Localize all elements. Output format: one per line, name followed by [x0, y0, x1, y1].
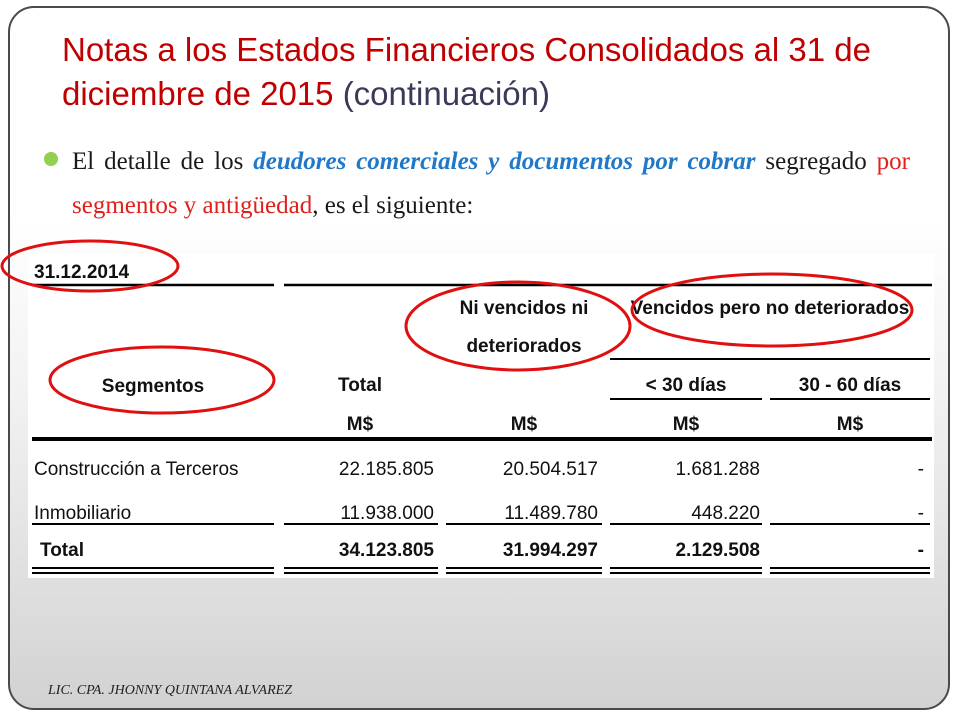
row1-ni-vencidos: 20.504.517 — [503, 459, 598, 480]
row1-lt30: 1.681.288 — [675, 459, 760, 480]
unit-lt30: M$ — [673, 414, 700, 435]
financial-table-image: 31.12.2014 Ni vencidos ni deteriorados V… — [28, 254, 934, 578]
unit-total: M$ — [347, 414, 374, 435]
title-suffix: (continuación) — [342, 75, 550, 112]
bullet-highlight-segmentos: por segmentos y antigüedad — [72, 148, 910, 219]
row1-segment: Construcción a Terceros — [34, 459, 239, 480]
header-lt30: < 30 días — [646, 375, 727, 396]
header-ni-vencidos-line1: Ni vencidos ni — [460, 298, 589, 319]
header-vencidos: Vencidos pero no deteriorados — [631, 298, 910, 319]
footer-author: LIC. CPA. JHONNY QUINTANA ALVAREZ — [48, 683, 292, 698]
bullet-text-part3: segregado — [755, 148, 877, 175]
header-ni-vencidos-line2: deteriorados — [466, 336, 581, 357]
row1-30-60: - — [918, 459, 924, 480]
bullet-text-part5: , es el siguiente: — [312, 192, 474, 219]
bullet-highlight-deudores: deudores comerciales y documentos por co… — [253, 148, 756, 175]
table-date: 31.12.2014 — [34, 262, 130, 283]
slide-title: Notas a los Estados Financieros Consolid… — [62, 31, 871, 112]
row1-total: 22.185.805 — [339, 459, 434, 480]
bullet-text: El detalle de los deudores comerciales y… — [72, 140, 910, 228]
bullet-icon — [44, 152, 58, 166]
row2-lt30: 448.220 — [691, 503, 760, 524]
unit-ni-vencidos: M$ — [511, 414, 538, 435]
row2-30-60: - — [918, 503, 924, 524]
row2-segment: Inmobiliario — [34, 503, 131, 524]
total-row-ni-vencidos: 31.994.297 — [503, 540, 598, 561]
header-total: Total — [338, 375, 382, 396]
row2-total: 11.938.000 — [340, 503, 434, 524]
total-row-label: Total — [40, 540, 84, 561]
header-30-60: 30 - 60 días — [799, 375, 901, 396]
bullet-text-part1: El detalle de los — [72, 148, 254, 175]
header-segmentos: Segmentos — [102, 376, 204, 397]
unit-30-60: M$ — [837, 414, 864, 435]
financial-table: 31.12.2014 Ni vencidos ni deteriorados V… — [32, 262, 932, 574]
total-row-lt30: 2.129.508 — [675, 540, 760, 561]
total-row-30-60: - — [918, 540, 924, 561]
row2-ni-vencidos: 11.489.780 — [504, 503, 598, 524]
total-row-total: 34.123.805 — [339, 540, 435, 561]
